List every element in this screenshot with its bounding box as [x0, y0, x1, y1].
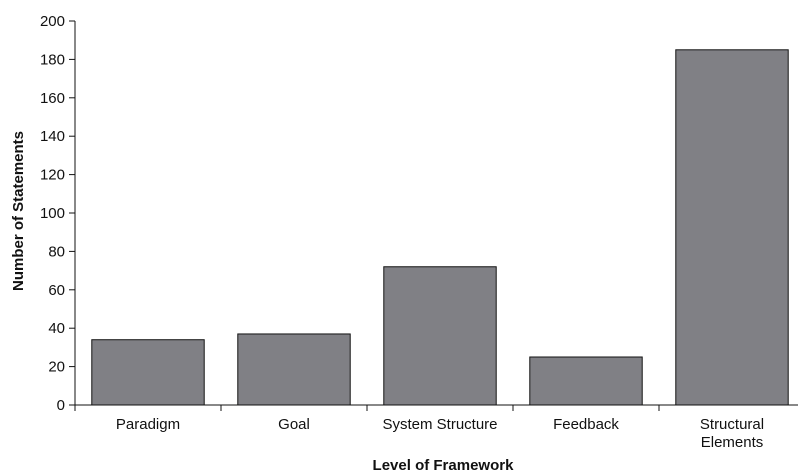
x-tick-label-3: Feedback — [553, 416, 619, 433]
y-tick-label-80: 80 — [48, 243, 65, 260]
bar-3 — [529, 356, 643, 406]
y-tick-label-120: 120 — [40, 167, 65, 184]
y-tick-label-40: 40 — [48, 320, 65, 337]
y-tick-label-100: 100 — [40, 205, 65, 222]
bar-2 — [383, 266, 497, 406]
y-tick-label-0: 0 — [57, 397, 65, 414]
y-axis-title: Number of Statements — [10, 131, 27, 291]
bar-4 — [675, 49, 789, 406]
y-tick-label-20: 20 — [48, 359, 65, 376]
x-axis-title: Level of Framework — [373, 457, 515, 474]
bar-1 — [237, 333, 351, 406]
y-tick-label-160: 160 — [40, 90, 65, 107]
x-tick-label-2: System Structure — [382, 416, 497, 433]
plot-area: 0 20 40 60 80 100 120 140 160 180 200 Paradigm Goal S… — [40, 13, 798, 451]
x-tick-label-4: Structural Elements — [700, 416, 764, 451]
y-tick-label-140: 140 — [40, 128, 65, 145]
x-tick-label-1: Goal — [278, 416, 310, 433]
y-tick-label-60: 60 — [48, 282, 65, 299]
y-tick-label-180: 180 — [40, 51, 65, 68]
x-tick-label-0: Paradigm — [116, 416, 180, 433]
y-tick-label-200: 200 — [40, 13, 65, 30]
bar-0 — [91, 339, 205, 406]
